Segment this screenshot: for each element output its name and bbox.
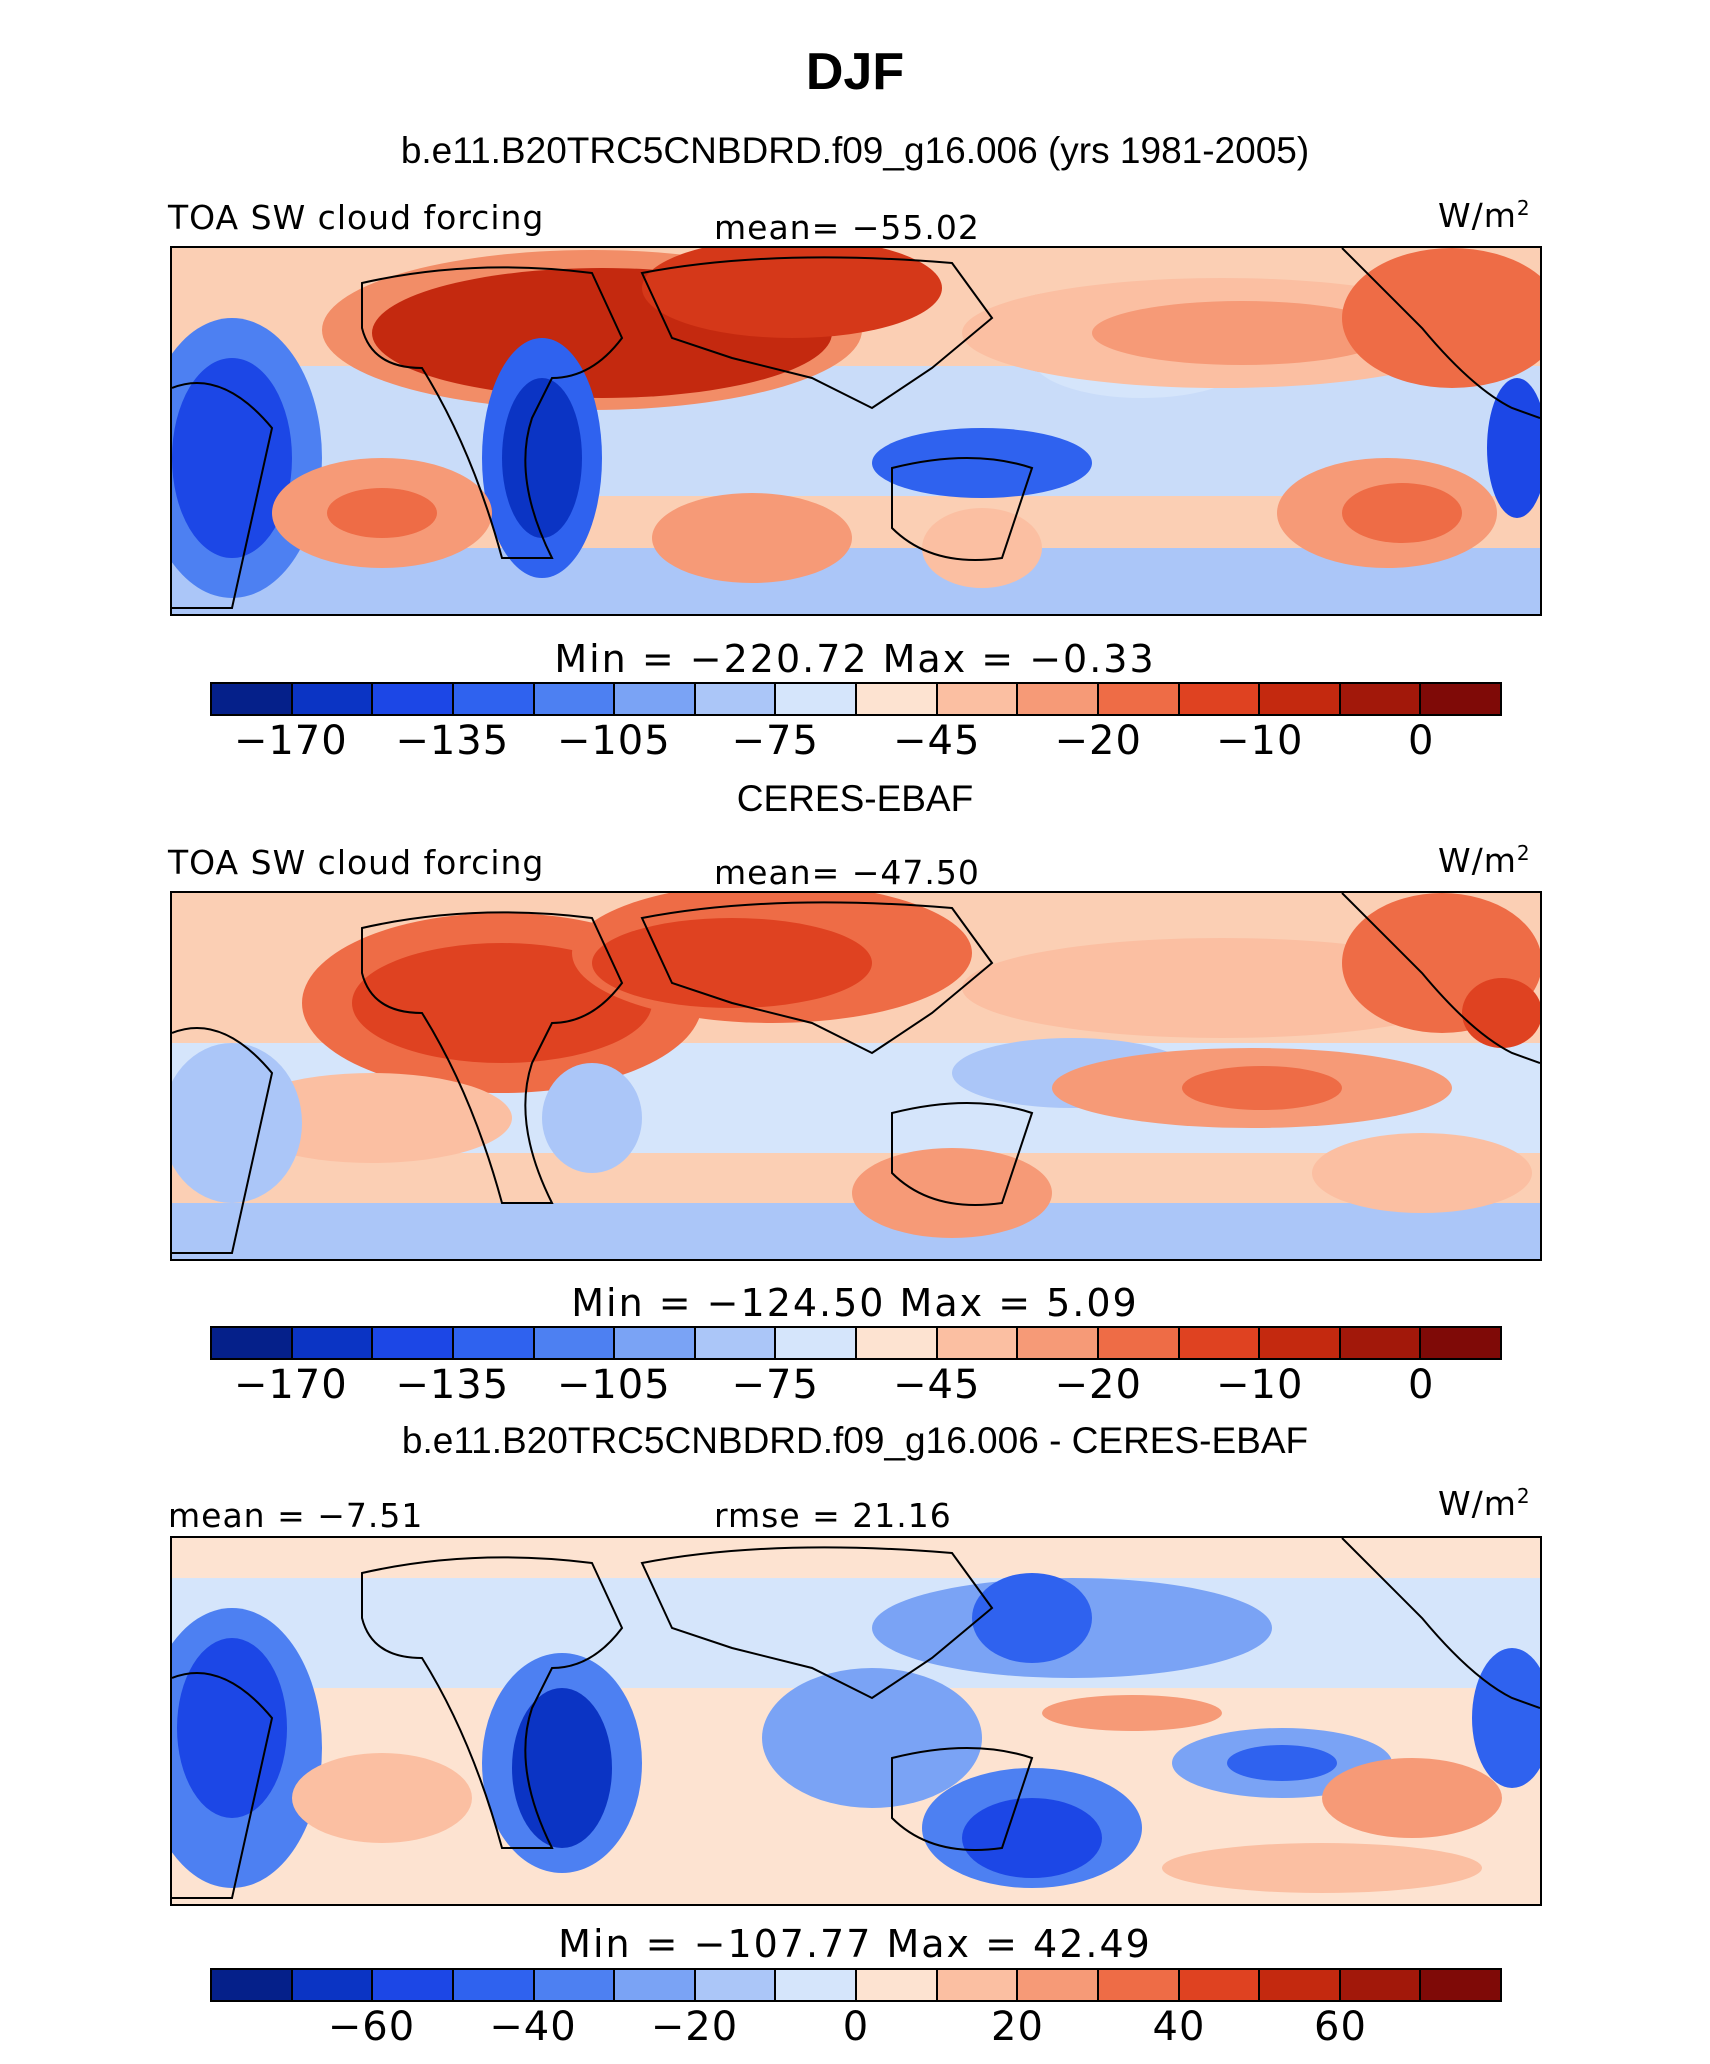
colorbar-cell xyxy=(1340,1328,1422,1358)
colorbar-tick-label: −135 xyxy=(395,1362,510,1408)
colorbar-tick-label: −170 xyxy=(233,1362,348,1408)
colorbar-cell xyxy=(1179,1328,1261,1358)
colorbar-cell xyxy=(1098,684,1180,714)
colorbar-cell xyxy=(1098,1328,1180,1358)
panel-1-minmax: Min = −220.72 Max = −0.33 xyxy=(554,637,1156,681)
colorbar-cell xyxy=(857,1970,938,2000)
colorbar-cell xyxy=(1098,1970,1180,2000)
colorbar-tick-label: −20 xyxy=(1054,1362,1142,1408)
colorbar-cell xyxy=(453,1328,535,1358)
colorbar-tick-label: −135 xyxy=(395,718,510,764)
colorbar-cell xyxy=(1018,1328,1099,1358)
panel-1-units: W/m2 xyxy=(1438,196,1531,235)
colorbar-tick-label: 20 xyxy=(991,2004,1044,2050)
panel-1-mean-label: mean= −55.02 xyxy=(714,208,980,247)
colorbar-cell xyxy=(615,684,696,714)
colorbar-cell xyxy=(1179,684,1261,714)
colorbar-tick-label: 0 xyxy=(1408,718,1435,764)
colorbar-tick-label: −170 xyxy=(233,718,348,764)
colorbar-tick-label: −10 xyxy=(1216,718,1304,764)
panel-2-units: W/m2 xyxy=(1438,841,1531,880)
colorbar-cell xyxy=(373,1970,454,2000)
colorbar-cell xyxy=(1421,1328,1500,1358)
colorbar-cell xyxy=(1179,1970,1261,2000)
panel-1-colorbar-ticks: −170 −135 −105 −75 −45 −20 −10 0 xyxy=(210,718,1502,766)
panel-3-header: b.e11.B20TRC5CNBDRD.f09_g16.006 - CERES-… xyxy=(401,1420,1309,1461)
colorbar-cell xyxy=(1421,684,1500,714)
colorbar-cell xyxy=(1421,1970,1500,2000)
panel-3-units: W/m2 xyxy=(1438,1484,1531,1523)
colorbar-tick-label: 40 xyxy=(1152,2004,1206,2050)
colorbar-cell xyxy=(453,1970,535,2000)
panel-2-field-label: TOA SW cloud forcing xyxy=(168,843,545,882)
colorbar-cell xyxy=(937,684,1019,714)
colorbar-cell xyxy=(212,1970,293,2000)
colorbar-cell xyxy=(1260,1970,1341,2000)
colorbar-tick-label: −105 xyxy=(556,1362,671,1408)
colorbar-tick-label: −75 xyxy=(731,1362,819,1408)
panel-3-colorbar xyxy=(210,1968,1502,2002)
panel-3-map xyxy=(170,1536,1542,1906)
colorbar-cell xyxy=(1018,1970,1099,2000)
colorbar-tick-label: −60 xyxy=(327,2004,416,2050)
colorbar-cell xyxy=(695,1328,777,1358)
colorbar-tick-label: −10 xyxy=(1216,1362,1304,1408)
panel-1-field-label: TOA SW cloud forcing xyxy=(168,198,545,237)
panel-1-map xyxy=(170,246,1542,616)
panel-3-minmax: Min = −107.77 Max = 42.49 xyxy=(558,1922,1152,1966)
colorbar-cell xyxy=(1260,684,1341,714)
colorbar-cell xyxy=(937,1970,1019,2000)
colorbar-tick-label: 60 xyxy=(1314,2004,1367,2050)
colorbar-cell xyxy=(292,1328,374,1358)
colorbar-tick-label: −105 xyxy=(556,718,671,764)
colorbar-tick-label: −45 xyxy=(893,718,981,764)
colorbar-tick-label: 0 xyxy=(1408,1362,1435,1408)
panel-2-map-field xyxy=(172,893,1540,1259)
panel-2-minmax: Min = −124.50 Max = 5.09 xyxy=(571,1281,1139,1325)
colorbar-cell xyxy=(1018,684,1099,714)
colorbar-cell xyxy=(776,1970,857,2000)
colorbar-tick-label: −20 xyxy=(1054,718,1142,764)
colorbar-cell xyxy=(212,1328,293,1358)
colorbar-cell xyxy=(615,1970,696,2000)
colorbar-cell xyxy=(1260,1328,1341,1358)
panel-1-map-field xyxy=(172,248,1540,614)
panel-3-colorbar-ticks: −60 −40 −20 0 20 40 60 xyxy=(210,2004,1502,2052)
panel-2-header: CERES-EBAF xyxy=(736,778,974,819)
colorbar-cell xyxy=(292,684,374,714)
colorbar-cell xyxy=(373,1328,454,1358)
panel-2-mean-label: mean= −47.50 xyxy=(714,853,980,892)
colorbar-tick-label: −45 xyxy=(893,1362,981,1408)
colorbar-cell xyxy=(373,684,454,714)
colorbar-tick-label: −75 xyxy=(731,718,819,764)
colorbar-cell xyxy=(292,1970,374,2000)
colorbar-cell xyxy=(534,1328,616,1358)
colorbar-cell xyxy=(1340,684,1422,714)
colorbar-tick-label: −20 xyxy=(650,2004,739,2050)
colorbar-cell xyxy=(534,684,616,714)
colorbar-cell xyxy=(776,1328,857,1358)
panel-1-header: b.e11.B20TRC5CNBDRD.f09_g16.006 (yrs 198… xyxy=(400,130,1310,171)
colorbar-cell xyxy=(776,684,857,714)
colorbar-cell xyxy=(615,1328,696,1358)
panel-2-colorbar xyxy=(210,1326,1502,1360)
colorbar-cell xyxy=(695,1970,777,2000)
colorbar-cell xyxy=(857,684,938,714)
panel-3-mean-label: mean = −7.51 xyxy=(168,1496,424,1535)
figure-title: DJF xyxy=(805,43,905,101)
colorbar-cell xyxy=(1340,1970,1422,2000)
colorbar-cell xyxy=(453,684,535,714)
colorbar-tick-label: 0 xyxy=(842,2004,870,2050)
panel-3-rmse-label: rmse = 21.16 xyxy=(714,1496,952,1535)
colorbar-cell xyxy=(534,1970,616,2000)
colorbar-cell xyxy=(212,684,293,714)
panel-2-map xyxy=(170,891,1542,1261)
panel-1-colorbar xyxy=(210,682,1502,716)
colorbar-cell xyxy=(695,684,777,714)
colorbar-cell xyxy=(857,1328,938,1358)
panel-3-map-field xyxy=(172,1538,1540,1904)
colorbar-tick-label: −40 xyxy=(489,2004,577,2050)
panel-2-colorbar-ticks: −170 −135 −105 −75 −45 −20 −10 0 xyxy=(210,1362,1502,1410)
colorbar-cell xyxy=(937,1328,1019,1358)
